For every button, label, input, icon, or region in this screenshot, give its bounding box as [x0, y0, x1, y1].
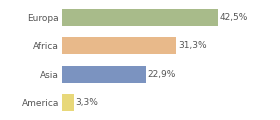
Bar: [62, 37, 176, 54]
Text: 31,3%: 31,3%: [178, 41, 207, 50]
Text: 3,3%: 3,3%: [76, 98, 98, 107]
Bar: [62, 66, 146, 83]
Bar: [62, 9, 218, 26]
Text: 42,5%: 42,5%: [219, 13, 248, 22]
Bar: [62, 94, 74, 111]
Text: 22,9%: 22,9%: [148, 70, 176, 79]
